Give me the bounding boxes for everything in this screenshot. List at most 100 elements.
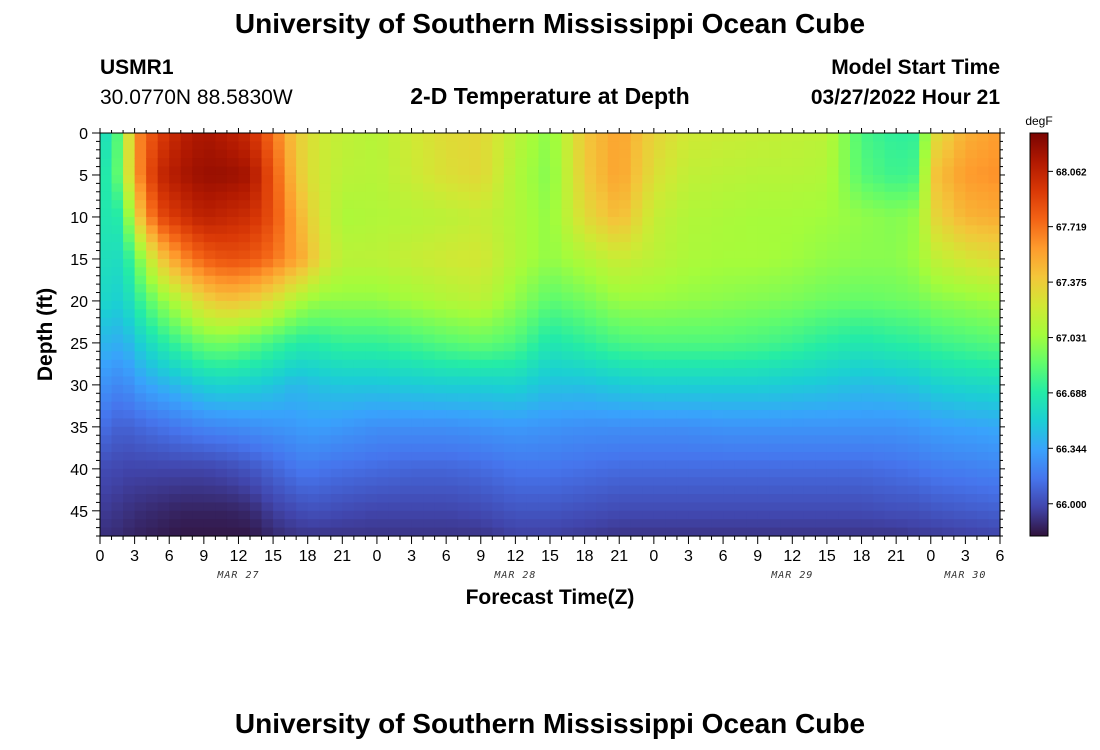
heatmap-cell <box>146 359 159 369</box>
heatmap-cell <box>250 376 263 386</box>
heatmap-cell <box>319 258 332 268</box>
heatmap-cell <box>930 426 943 436</box>
heatmap-cell <box>746 410 759 420</box>
heatmap-cell <box>792 452 805 462</box>
heatmap-cell <box>192 334 205 344</box>
heatmap-cell <box>180 284 193 294</box>
heatmap-cell <box>930 435 943 445</box>
heatmap-cell <box>261 284 274 294</box>
heatmap-cell <box>803 334 816 344</box>
heatmap-cell <box>930 502 943 512</box>
heatmap-cell <box>169 359 182 369</box>
heatmap-cell <box>919 326 932 336</box>
heatmap-cell <box>146 410 159 420</box>
heatmap-cell <box>319 334 332 344</box>
station-id: USMR1 <box>100 56 174 79</box>
heatmap-cell <box>134 527 147 537</box>
heatmap-cell <box>953 200 966 210</box>
heatmap-cell <box>515 166 528 176</box>
heatmap-cell <box>861 376 874 386</box>
heatmap-cell <box>123 166 136 176</box>
heatmap-cell <box>907 208 920 218</box>
heatmap-cell <box>100 292 113 302</box>
heatmap-cell <box>192 435 205 445</box>
heatmap-cell <box>884 460 897 470</box>
heatmap-cell <box>815 426 828 436</box>
heatmap-cell <box>746 443 759 453</box>
heatmap-cell <box>307 216 320 226</box>
heatmap-cell <box>400 166 413 176</box>
heatmap-cell <box>838 233 851 243</box>
heatmap-cell <box>515 267 528 277</box>
heatmap-cell <box>434 166 447 176</box>
heatmap-cell <box>757 342 770 352</box>
heatmap-cell <box>411 351 424 361</box>
heatmap-cell <box>123 309 136 319</box>
heatmap-cell <box>273 250 286 260</box>
heatmap-cell <box>826 376 840 386</box>
heatmap-cell <box>988 342 1001 352</box>
heatmap-cell <box>780 149 793 159</box>
heatmap-cell <box>157 426 170 436</box>
heatmap-cell <box>653 393 666 403</box>
heatmap-cell <box>596 208 609 218</box>
heatmap-cell <box>400 158 413 168</box>
heatmap-cell <box>688 393 701 403</box>
heatmap-cell <box>734 376 747 386</box>
heatmap-cell <box>907 300 920 310</box>
heatmap-cell <box>619 309 632 319</box>
heatmap-cell <box>965 275 978 285</box>
heatmap-cell <box>446 334 459 344</box>
heatmap-cell <box>815 200 828 210</box>
heatmap-cell <box>826 326 840 336</box>
heatmap-cell <box>780 133 793 142</box>
heatmap-cell <box>376 216 390 226</box>
heatmap-cell <box>192 527 205 537</box>
heatmap-cell <box>815 292 828 302</box>
heatmap-cell <box>780 326 793 336</box>
heatmap-cell <box>123 216 136 226</box>
heatmap-cell <box>873 435 886 445</box>
heatmap-cell <box>492 149 505 159</box>
heatmap-cell <box>134 510 147 520</box>
heatmap-cell <box>550 494 563 504</box>
heatmap-cell <box>203 435 216 445</box>
x-axis-title: Forecast Time(Z) <box>466 586 635 609</box>
heatmap-cell <box>111 149 124 159</box>
heatmap-cell <box>134 225 147 235</box>
heatmap-cell <box>446 401 459 411</box>
heatmap-cell <box>965 133 978 142</box>
heatmap-cell <box>261 393 274 403</box>
heatmap-cell <box>250 368 263 378</box>
heatmap-cell <box>838 284 851 294</box>
heatmap-cell <box>850 284 863 294</box>
heatmap-cell <box>330 477 343 487</box>
heatmap-cell <box>792 401 805 411</box>
heatmap-cell <box>423 510 436 520</box>
heatmap-cell <box>850 393 863 403</box>
heatmap-cell <box>700 242 713 252</box>
heatmap-cell <box>780 527 793 537</box>
heatmap-cell <box>434 309 447 319</box>
heatmap-cell <box>376 300 390 310</box>
heatmap-cell <box>388 468 401 478</box>
heatmap-cell <box>884 233 897 243</box>
heatmap-cell <box>642 158 655 168</box>
heatmap-cell <box>665 258 678 268</box>
heatmap-cell <box>538 225 551 235</box>
heatmap-cell <box>826 452 840 462</box>
heatmap-cell <box>619 233 632 243</box>
heatmap-cell <box>688 250 701 260</box>
heatmap-cell <box>146 368 159 378</box>
heatmap-cell <box>226 292 240 302</box>
heatmap-cell <box>665 443 678 453</box>
heatmap-cell <box>480 519 493 529</box>
heatmap-cell <box>457 200 470 210</box>
heatmap-cell <box>723 384 736 394</box>
heatmap-cell <box>665 174 678 184</box>
heatmap-cell <box>988 502 1001 512</box>
heatmap-cell <box>573 384 586 394</box>
heatmap-cell <box>792 258 805 268</box>
y-tick-label: 25 <box>70 336 88 353</box>
heatmap-cell <box>850 326 863 336</box>
